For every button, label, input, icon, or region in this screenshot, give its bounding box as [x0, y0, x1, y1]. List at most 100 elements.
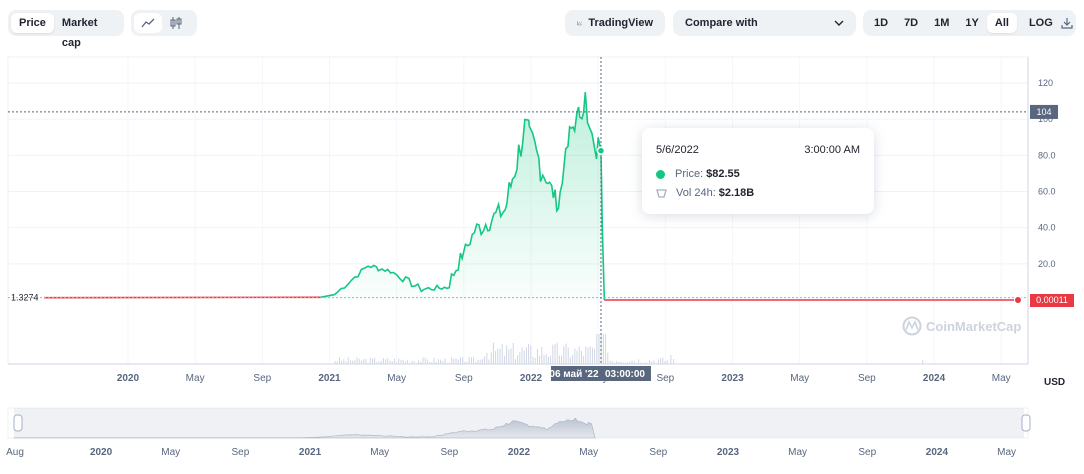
price-area-fill [320, 92, 605, 301]
volume-bar [479, 359, 481, 364]
navigator-label: May [161, 447, 180, 458]
volume-bar [512, 342, 514, 364]
tradingview-button[interactable]: TradingView [565, 10, 665, 36]
line-chart-icon[interactable] [134, 13, 162, 33]
volume-bar [664, 360, 666, 364]
volume-bar [633, 361, 635, 364]
navigator-label: May [579, 447, 598, 458]
volume-bar [363, 359, 365, 364]
log-toggle[interactable]: LOG [1028, 17, 1053, 29]
crosshair-value-badge [1030, 104, 1058, 119]
volume-bar [418, 360, 420, 364]
volume-bar [334, 361, 336, 364]
volume-bar [407, 359, 409, 364]
y-tick-label: 100 [1038, 114, 1053, 124]
volume-bar [466, 361, 468, 364]
volume-bar [528, 343, 530, 364]
volume-bar [627, 362, 629, 364]
volume-bar [578, 346, 580, 364]
volume-bar [616, 361, 618, 364]
volume-bar [475, 362, 477, 364]
volume-bar [495, 351, 497, 364]
volume-bar [534, 358, 536, 364]
volume-bar [433, 357, 435, 364]
volume-bar [437, 359, 439, 364]
hover-point [596, 146, 606, 155]
crosshair-date-label: 06 май '22 [549, 369, 599, 380]
volume-bar [435, 361, 437, 364]
volume-bar [455, 358, 457, 364]
volume-bar [371, 358, 373, 364]
volume-bar [374, 357, 376, 364]
compare-with-dropdown[interactable]: Compare with [673, 10, 856, 36]
navigator-right-handle[interactable] [1021, 414, 1031, 432]
volume-bar [396, 362, 398, 364]
range-7d[interactable]: 7D [904, 17, 919, 29]
volume-bar [385, 359, 387, 364]
crosshair-time-label: 03:00:00 [605, 369, 645, 380]
x-tick-label: Sep [455, 373, 473, 384]
volume-bar [378, 361, 380, 364]
volume-bar [547, 356, 549, 364]
volume-bar [345, 361, 347, 364]
tooltip-vol-value: $2.18B [718, 187, 755, 199]
volume-bar [402, 359, 404, 364]
volume-bar [618, 361, 620, 364]
volume-bar [666, 360, 668, 364]
tooltip-price-row: Price: $82.55 [656, 168, 740, 180]
volume-bar [490, 352, 492, 364]
volume-bar [413, 361, 415, 364]
x-tick-label: 2022 [520, 373, 543, 384]
range-toggle: 1D 7D 1M 1Y All LOG [863, 10, 1076, 36]
y-tick-label: 120 [1038, 78, 1053, 88]
y-axis: 20.0 40.0 60.0 80.0 100 120 [1038, 78, 1056, 269]
download-icon[interactable] [1061, 13, 1073, 33]
volume-bar [431, 361, 433, 364]
range-1m[interactable]: 1M [934, 17, 950, 29]
volume-bar [415, 362, 417, 364]
volume-bar [602, 334, 604, 364]
navigator[interactable]: Aug 2020 May Sep 2021 May Sep 2022 May Sep 2023 May… [6, 407, 1031, 458]
range-all[interactable]: All [986, 13, 1017, 33]
volume-bar [539, 355, 541, 364]
navigator-label: 2020 [90, 447, 113, 458]
range-1d[interactable]: 1D [874, 17, 889, 29]
navigator-label: 2021 [299, 447, 322, 458]
x-tick-label: May [186, 373, 205, 384]
volume-bar [400, 359, 402, 364]
volume-icon [656, 188, 667, 198]
watermark-text: CoinMarketCap [926, 319, 1021, 334]
volume-bar [649, 359, 651, 364]
price-line-up [320, 91, 606, 301]
price-tab[interactable]: Price [11, 13, 54, 33]
tooltip-time: 3:00:00 AM [804, 144, 860, 156]
volume-bar [367, 362, 369, 364]
range-1y[interactable]: 1Y [965, 17, 979, 29]
volume-bar [521, 347, 523, 364]
volume-bar [587, 347, 589, 364]
candlestick-icon[interactable] [162, 13, 190, 33]
volume-bar [473, 357, 475, 364]
volume-bar [611, 361, 613, 364]
navigator-left-handle[interactable] [13, 414, 23, 432]
volume-bar [596, 334, 598, 364]
volume-bar [644, 362, 646, 364]
navigator-label: Sep [231, 447, 249, 458]
x-tick-label: May [387, 373, 406, 384]
volume-bar [530, 345, 532, 364]
marketcap-tab[interactable]: Market cap [61, 17, 98, 49]
volume-bar [532, 357, 534, 364]
volume-bar [360, 360, 362, 364]
x-tick-label: 2020 [117, 373, 140, 384]
volume-bar [503, 355, 505, 364]
volume-bar [464, 362, 466, 364]
volume-bar [613, 362, 615, 364]
price-marketcap-toggle: Price Market cap [8, 10, 124, 49]
volume-bar [354, 360, 356, 364]
volume-bar [607, 352, 609, 364]
y-tick-label: 60.0 [1038, 187, 1056, 197]
navigator-label: 2023 [717, 447, 740, 458]
currency-label: USD [1044, 377, 1066, 388]
volume-bar [655, 362, 657, 364]
